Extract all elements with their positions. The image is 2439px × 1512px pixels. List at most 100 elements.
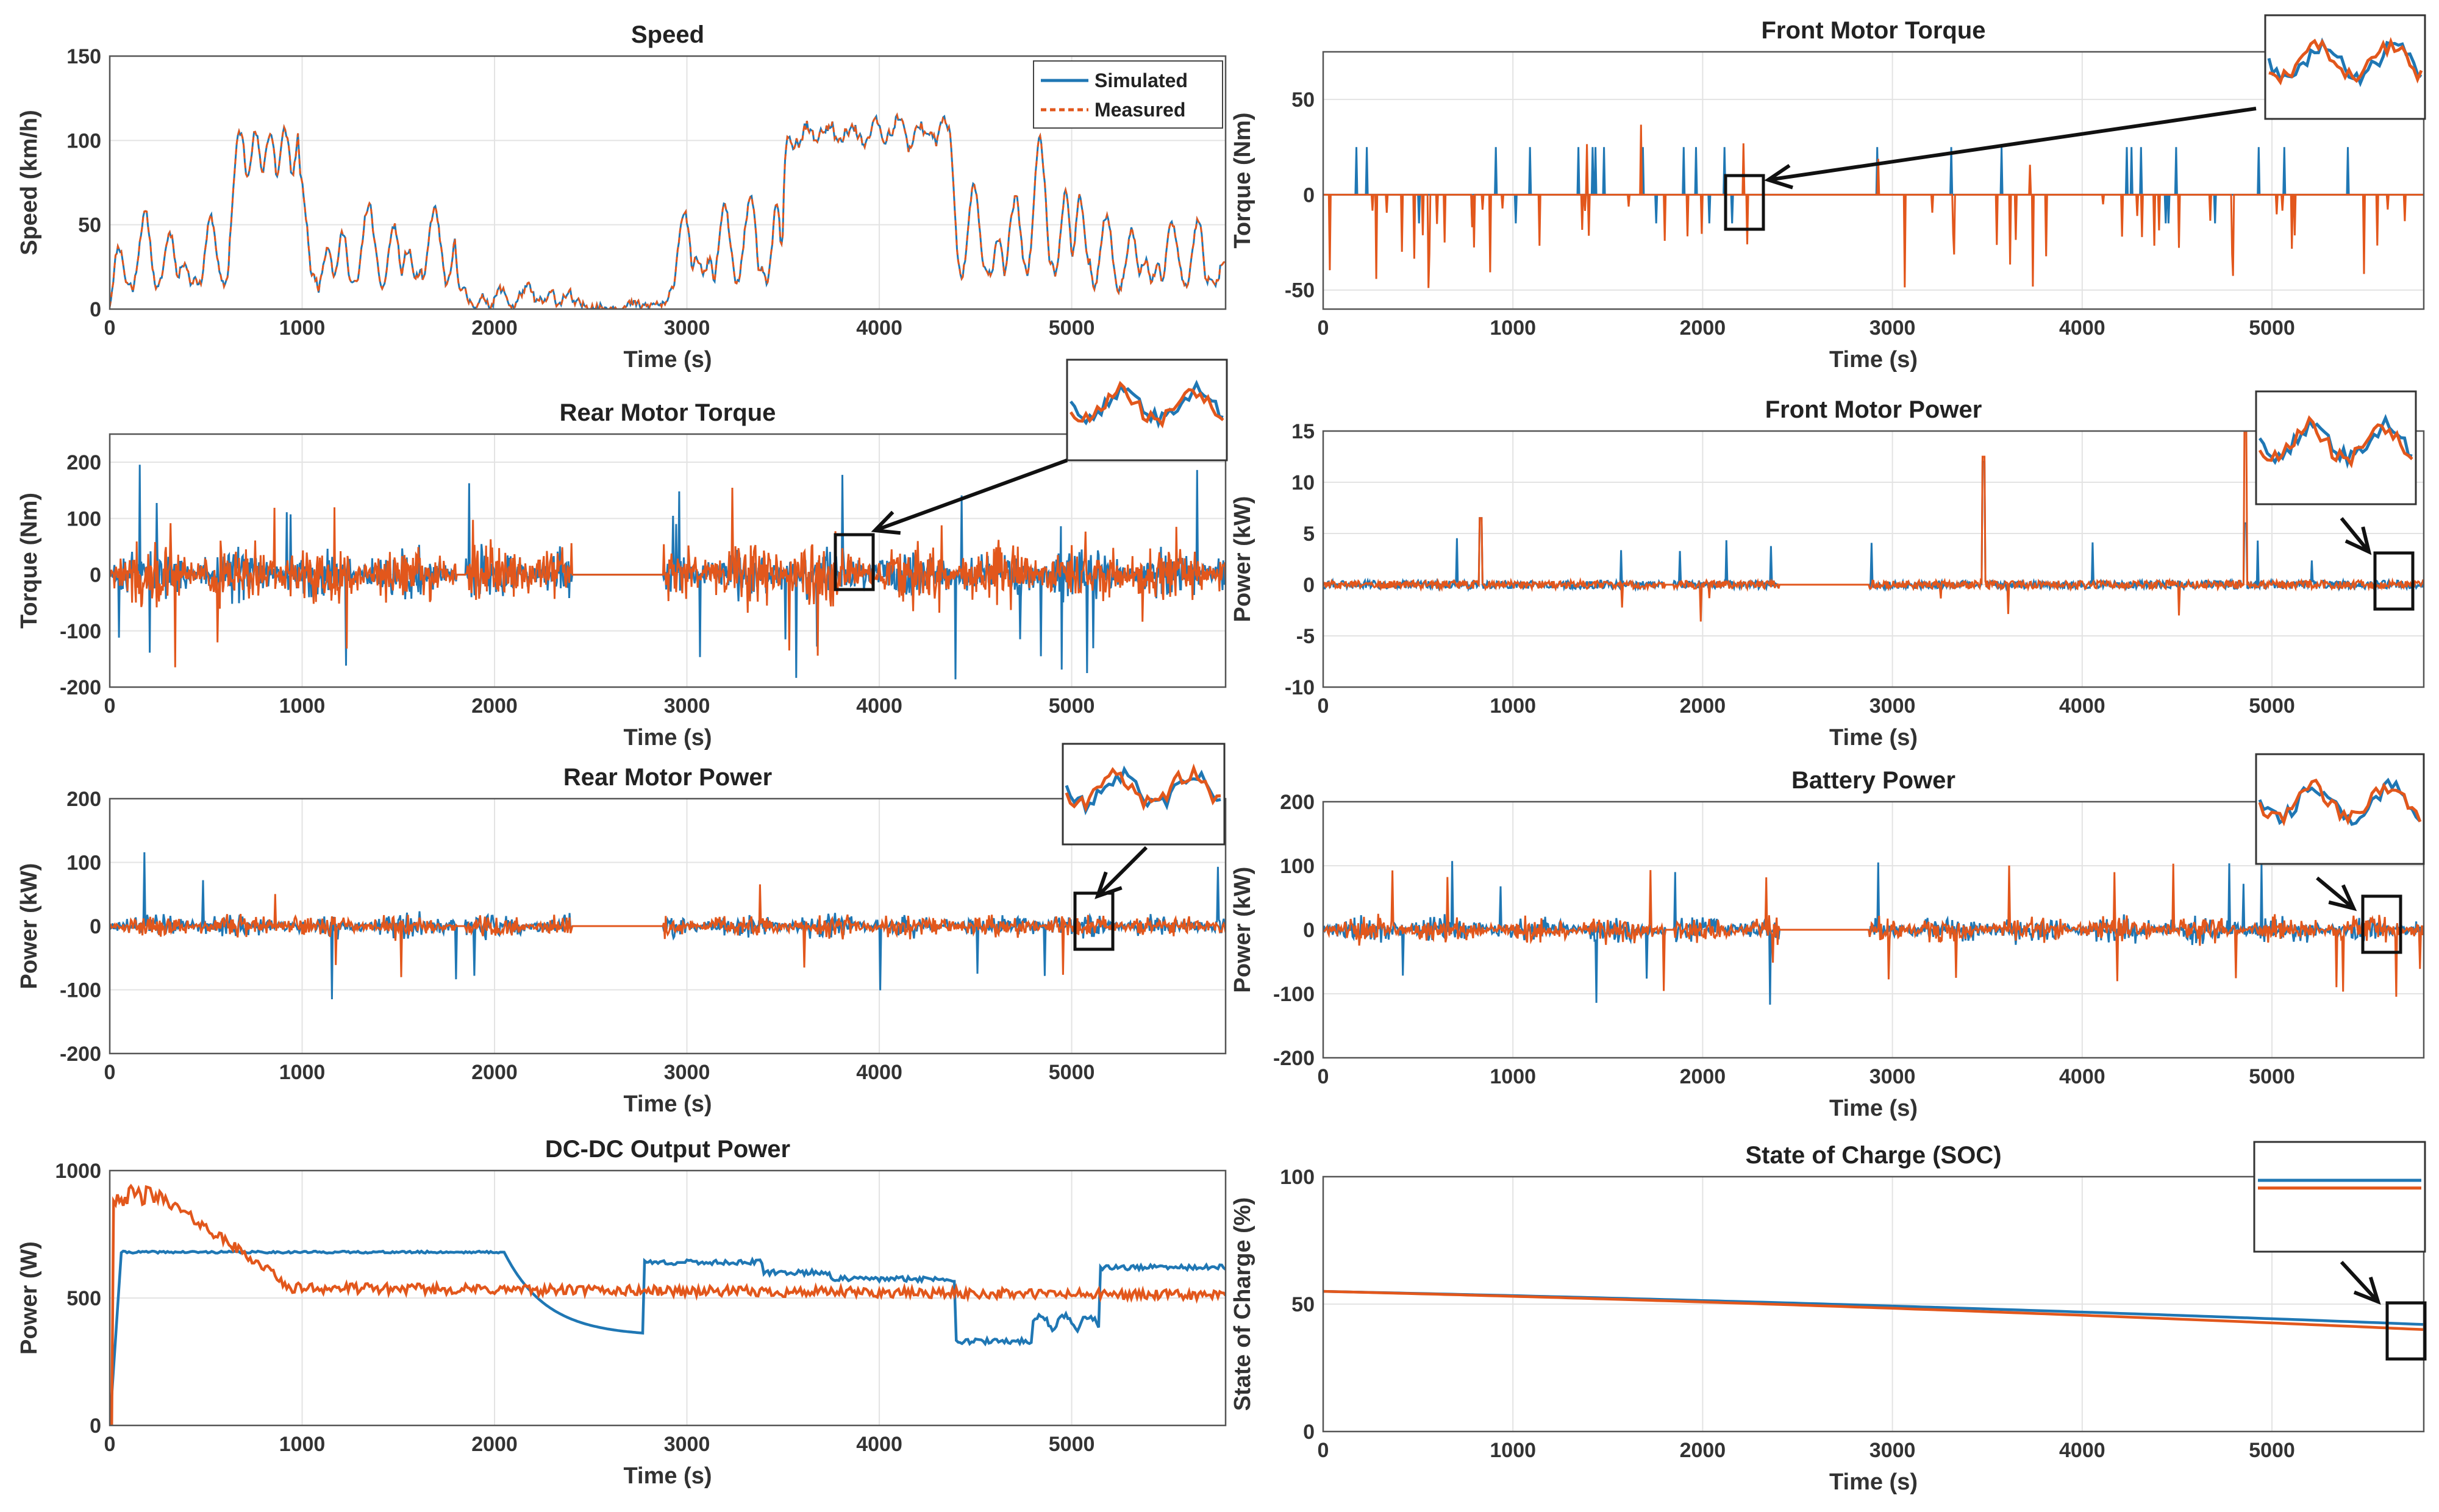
x-tick-label: 0 [104, 316, 116, 340]
x-tick-label: 5000 [2249, 1065, 2295, 1088]
y-tick-label: -100 [1273, 983, 1315, 1006]
zoom-region-box [1724, 174, 1765, 231]
chart-soc: 0 1000 2000 3000 4000 5000 0 50 100 State of Char… [1230, 1141, 2427, 1495]
x-tick-label: 2000 [471, 694, 518, 718]
x-tick-label: 4000 [856, 694, 902, 718]
y-tick-label: 0 [1303, 184, 1315, 207]
x-tick-label: 3000 [664, 316, 710, 340]
zoom-region-box [2361, 894, 2402, 954]
x-tick-label: 0 [1318, 1065, 1329, 1088]
zoom-arrow [874, 458, 1068, 532]
x-tick-label: 5000 [2249, 694, 2295, 718]
x-tick-label: 1000 [1490, 1065, 1536, 1088]
chart-front_power: 0 1000 2000 3000 4000 5000 -10 -5 0 5 10 15 Front Mo… [1230, 390, 2425, 751]
plot-frame [1322, 430, 2425, 688]
y-tick-label: 0 [90, 915, 101, 938]
zoom-arrow-head [2344, 526, 2372, 555]
legend-box [1033, 60, 1223, 129]
zoom-arrow-head [1095, 871, 1123, 899]
series-measured-line [1323, 1289, 2424, 1332]
zoom-series-measured [2258, 778, 2422, 827]
x-tick-label: 4000 [2059, 316, 2105, 340]
zoom-series-measured [2268, 37, 2423, 86]
x-tick-label: 4000 [2059, 1439, 2105, 1462]
x-tick-label: 3000 [664, 694, 710, 718]
series-simulated-line [1323, 147, 2424, 224]
x-tick-label: 2000 [1680, 1065, 1726, 1088]
y-tick-label: 10 [1291, 471, 1315, 494]
x-axis-label: Time (s) [623, 1463, 712, 1489]
x-tick-label: 2000 [471, 316, 518, 340]
x-tick-label: 1000 [1490, 694, 1536, 718]
zoom-arrow [2340, 517, 2371, 553]
series-measured-line [1323, 863, 2424, 997]
y-tick-label: -50 [1285, 279, 1315, 302]
x-axis-label: Time (s) [1829, 725, 1918, 751]
chart-rear_torque: 0 1000 2000 3000 4000 5000 -200 -100 0 100 200 Rear… [16, 358, 1228, 751]
y-tick-label: 100 [66, 507, 101, 530]
series-measured-line [1323, 124, 2424, 288]
zoom-inset-frame [1062, 743, 1226, 846]
x-tick-label: 4000 [856, 1433, 902, 1456]
y-tick-label: 50 [1291, 1293, 1315, 1316]
y-tick-label: 0 [1303, 574, 1315, 597]
x-tick-label: 5000 [1049, 316, 1095, 340]
y-axis-label: Torque (Nm) [1230, 112, 1255, 248]
zoom-arrow [1096, 846, 1148, 898]
x-tick-label: 5000 [1049, 1061, 1095, 1084]
zoom-inset-frame [1066, 358, 1228, 462]
zoom-region-box [2373, 551, 2415, 611]
legend-simulated-label: Simulated [1095, 70, 1188, 91]
y-tick-label: 100 [1280, 1166, 1315, 1189]
chart-title: DC-DC Output Power [545, 1136, 790, 1163]
x-tick-label: 4000 [2059, 694, 2105, 718]
y-tick-label: -200 [60, 676, 101, 699]
x-tick-label: 3000 [1869, 1439, 1916, 1462]
x-tick-label: 1000 [279, 1061, 326, 1084]
zoom-arrow-head [2328, 884, 2357, 911]
y-axis-label: Power (kW) [1230, 496, 1255, 622]
series-measured-line [110, 112, 1226, 309]
zoom-series-measured [1065, 763, 1221, 813]
chart-battery_power: 0 1000 2000 3000 4000 5000 -200 -100 0 100 200 Batt… [1230, 753, 2425, 1121]
zoom-arrow [2340, 1260, 2380, 1303]
y-tick-label: 200 [66, 788, 101, 811]
x-tick-label: 3000 [1869, 316, 1916, 340]
x-tick-label: 5000 [2249, 316, 2295, 340]
zoom-arrow [2316, 876, 2355, 910]
x-tick-label: 3000 [1869, 694, 1916, 718]
x-tick-label: 1000 [279, 694, 326, 718]
y-tick-label: -10 [1285, 676, 1315, 699]
x-axis-label: Time (s) [1829, 1096, 1918, 1121]
x-tick-label: 3000 [1869, 1065, 1916, 1088]
x-tick-label: 0 [104, 694, 116, 718]
legend-measured-label: Measured [1095, 99, 1185, 121]
chart-speed: 0 1000 2000 3000 4000 5000 0 50 100 150 Speed Time … [16, 21, 1227, 373]
x-tick-label: 2000 [1680, 1439, 1726, 1462]
y-tick-label: -200 [60, 1043, 101, 1066]
y-tick-label: 200 [1280, 791, 1315, 814]
x-tick-label: 2000 [1680, 316, 1726, 340]
y-tick-label: 0 [1303, 1421, 1315, 1444]
chart-title: Front Motor Torque [1761, 17, 1985, 44]
plot-frame [1322, 51, 2425, 310]
y-tick-label: -5 [1296, 625, 1315, 648]
x-axis-label: Time (s) [623, 1091, 712, 1117]
y-tick-label: 0 [90, 564, 101, 587]
x-tick-label: 0 [104, 1433, 116, 1456]
series-measured-line [110, 487, 1226, 668]
zoom-region-box [834, 533, 875, 591]
series-simulated-line [110, 112, 1226, 309]
x-tick-label: 5000 [1049, 694, 1095, 718]
plot-frame [1322, 801, 2425, 1059]
x-tick-label: 2000 [1680, 694, 1726, 718]
plot-frame [109, 433, 1227, 688]
y-axis-label: Power (kW) [16, 863, 42, 990]
chart-title: State of Charge (SOC) [1745, 1142, 2001, 1169]
y-tick-label: 0 [90, 298, 101, 321]
zoom-inset-frame [2255, 390, 2417, 505]
series-simulated-line [110, 1249, 1226, 1425]
x-tick-label: 1000 [279, 1433, 326, 1456]
x-axis-label: Time (s) [623, 725, 712, 751]
